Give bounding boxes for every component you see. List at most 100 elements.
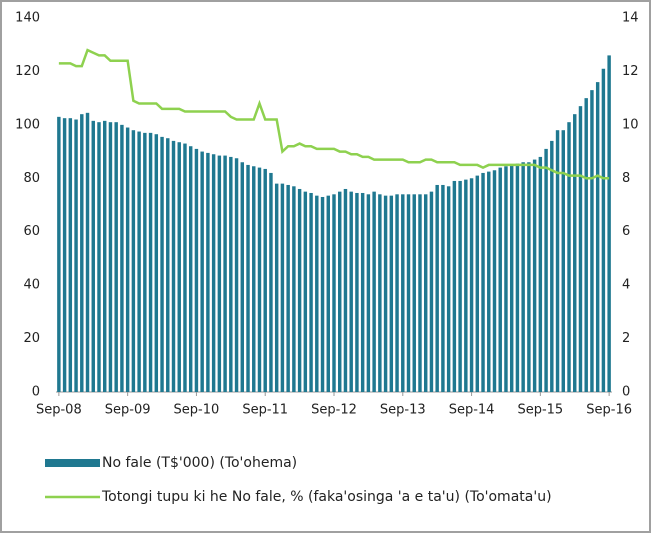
bar: [378, 194, 382, 392]
bar: [498, 167, 502, 392]
bar: [446, 186, 451, 392]
bar: [343, 188, 348, 392]
bar: [435, 184, 439, 392]
x-tick-label: Sep-10: [174, 403, 220, 418]
bar: [573, 114, 577, 393]
y2-tick-label: 8: [622, 171, 630, 186]
bar: [481, 172, 485, 392]
bar: [349, 191, 353, 392]
x-tick-label: Sep-09: [105, 403, 151, 418]
x-tick-label: Sep-11: [242, 403, 288, 418]
bar: [315, 195, 319, 392]
bar: [229, 156, 233, 392]
bar: [223, 155, 227, 392]
bar: [395, 194, 399, 392]
bar: [326, 195, 330, 392]
bar: [418, 194, 422, 392]
bar: [509, 164, 514, 392]
bar: [401, 194, 405, 392]
bar: [211, 154, 216, 392]
bar: [532, 159, 537, 392]
bar: [320, 196, 325, 392]
bar: [80, 114, 84, 393]
bar: [125, 127, 130, 393]
bar: [423, 194, 428, 392]
bar: [194, 148, 199, 392]
y-tick-label: 140: [15, 11, 40, 26]
x-tick-label: Sep-15: [517, 403, 563, 418]
bar: [475, 175, 480, 392]
bar: [332, 194, 336, 392]
bar: [521, 162, 525, 392]
bar: [538, 156, 543, 392]
bar: [166, 138, 170, 392]
bar: [137, 131, 141, 393]
bar: [154, 134, 159, 392]
x-tick-label: Sep-13: [380, 403, 426, 418]
bar: [544, 148, 548, 392]
bar: [458, 180, 462, 392]
bar: [91, 120, 95, 392]
y-tick-label: 20: [23, 331, 40, 346]
bar: [595, 82, 600, 392]
y-tick-label: 60: [23, 224, 40, 239]
x-tick-label: Sep-08: [36, 403, 82, 418]
legend-swatch: [45, 459, 100, 467]
bar: [252, 166, 256, 392]
bar: [567, 122, 571, 392]
bar: [206, 152, 210, 392]
bar: [601, 68, 606, 392]
y2-tick-label: 0: [622, 385, 630, 400]
bar: [74, 119, 78, 392]
bar: [297, 188, 302, 392]
bar: [527, 162, 531, 392]
bar: [246, 164, 250, 392]
bar: [120, 124, 124, 392]
bar: [464, 179, 468, 392]
y-tick-label: 80: [23, 171, 40, 186]
bar: [57, 116, 61, 392]
bar: [303, 191, 308, 392]
bar: [292, 186, 296, 392]
y-tick-label: 0: [32, 385, 40, 400]
legend-label: No fale (T$'000) (To'ohema): [102, 455, 297, 471]
bar: [338, 191, 342, 392]
bar: [584, 98, 588, 393]
bar: [131, 130, 136, 392]
bar: [188, 146, 193, 392]
bar: [62, 118, 67, 392]
bar: [487, 171, 491, 392]
y2-tick-label: 12: [622, 64, 639, 79]
y2-tick-label: 4: [622, 278, 630, 293]
y2-tick-label: 2: [622, 331, 630, 346]
bar: [441, 184, 445, 392]
bar: [406, 194, 411, 392]
bar: [177, 142, 181, 392]
bar: [274, 183, 279, 392]
bar: [240, 162, 245, 392]
y2-tick-label: 14: [622, 11, 639, 26]
bar: [200, 151, 204, 392]
bar: [68, 118, 73, 392]
bar: [360, 192, 365, 392]
bar: [550, 140, 554, 392]
y2-tick-label: 10: [622, 117, 639, 132]
bar: [555, 130, 560, 392]
bar: [504, 166, 508, 392]
bar: [515, 163, 520, 392]
bar: [355, 192, 359, 392]
x-tick-label: Sep-14: [449, 403, 495, 418]
bar: [372, 191, 376, 392]
x-tick-label: Sep-16: [586, 403, 632, 418]
y-tick-label: 100: [15, 117, 40, 132]
bar: [429, 191, 434, 392]
bar: [143, 132, 147, 392]
bar: [85, 112, 90, 392]
bar: [607, 55, 611, 393]
bar: [160, 136, 164, 392]
bar: [103, 120, 107, 392]
bar: [269, 172, 273, 392]
bar: [383, 195, 388, 392]
bar: [183, 143, 187, 392]
